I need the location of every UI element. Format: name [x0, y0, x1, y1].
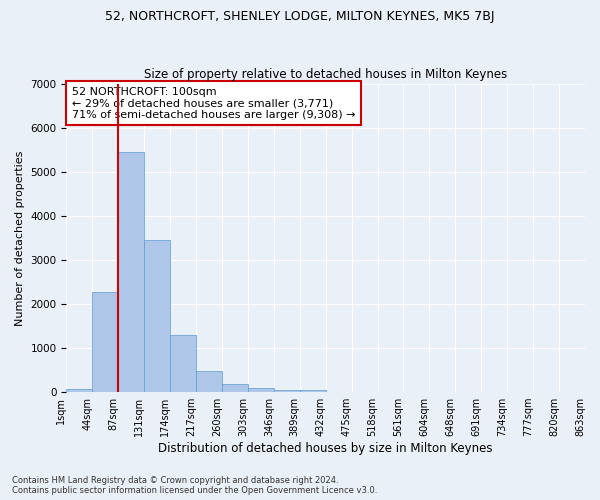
- Title: Size of property relative to detached houses in Milton Keynes: Size of property relative to detached ho…: [144, 68, 508, 81]
- Bar: [196, 371, 222, 392]
- Bar: [248, 388, 274, 392]
- Bar: [67, 389, 92, 392]
- Y-axis label: Number of detached properties: Number of detached properties: [15, 150, 25, 326]
- Bar: [170, 335, 196, 392]
- Bar: [300, 390, 326, 392]
- Text: 52 NORTHCROFT: 100sqm
← 29% of detached houses are smaller (3,771)
71% of semi-d: 52 NORTHCROFT: 100sqm ← 29% of detached …: [71, 86, 355, 120]
- Bar: [222, 384, 248, 392]
- Bar: [92, 292, 118, 392]
- Bar: [118, 152, 144, 392]
- Text: Contains HM Land Registry data © Crown copyright and database right 2024.
Contai: Contains HM Land Registry data © Crown c…: [12, 476, 377, 495]
- Bar: [274, 390, 300, 392]
- Bar: [144, 240, 170, 392]
- Text: 52, NORTHCROFT, SHENLEY LODGE, MILTON KEYNES, MK5 7BJ: 52, NORTHCROFT, SHENLEY LODGE, MILTON KE…: [105, 10, 495, 23]
- X-axis label: Distribution of detached houses by size in Milton Keynes: Distribution of detached houses by size …: [158, 442, 493, 455]
